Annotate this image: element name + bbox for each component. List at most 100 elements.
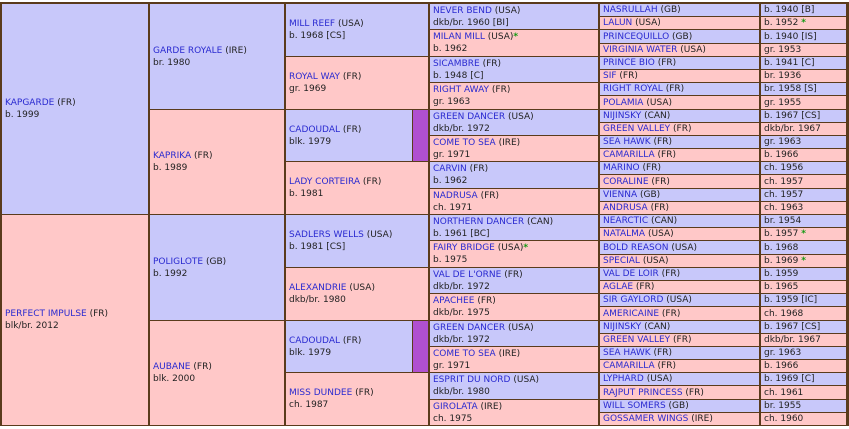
horse-name-line: CAMARILLA (FR) xyxy=(603,149,756,161)
date-cell: br. 1955 xyxy=(761,400,846,412)
horse-cell: SIR GAYLORD (USA) xyxy=(600,294,759,306)
horse-name[interactable]: PRINCEQUILLO xyxy=(603,31,670,42)
date-cell: br. 1954 xyxy=(761,215,846,227)
country: (CAN) xyxy=(526,216,554,227)
horse-name[interactable]: NORTHERN DANCER xyxy=(433,216,525,227)
date-line: b. 1940 [B] xyxy=(764,4,843,16)
horse-info: dkb/br. 1975 xyxy=(433,308,490,318)
horse-name-line: VAL DE L'ORNE (FR) xyxy=(433,269,595,281)
horse-cell: VAL DE LOIR (FR) xyxy=(600,268,759,280)
horse-name[interactable]: NIJINSKY xyxy=(603,322,642,332)
horse-name-line: NASRULLAH (GB) xyxy=(603,4,756,16)
horse-name[interactable]: POLAMIA xyxy=(603,97,644,108)
horse-name[interactable]: PRINCE BIO xyxy=(603,58,655,68)
country: (FR) xyxy=(661,308,681,319)
horse-name-line: ALEXANDRIE (USA) xyxy=(289,282,425,294)
horse-info: b. 1941 [C] xyxy=(764,58,815,68)
horse-name[interactable]: SPECIAL xyxy=(603,256,640,266)
horse-name[interactable]: APACHEE xyxy=(433,296,475,306)
horse-name[interactable]: SIR GAYLORD xyxy=(603,295,664,305)
horse-name[interactable]: SEA HAWK xyxy=(603,137,651,147)
horse-name[interactable]: CAMARILLA xyxy=(603,150,655,160)
horse-name[interactable]: NIJINSKY xyxy=(603,111,642,121)
country: (USA) xyxy=(338,19,364,29)
horse-name[interactable]: MILAN MILL xyxy=(433,32,485,42)
horse-name[interactable]: ROYAL WAY xyxy=(289,72,341,82)
horse-name[interactable]: SEA HAWK xyxy=(603,348,651,358)
horse-name[interactable]: GARDE ROYALE xyxy=(153,45,223,56)
horse-name[interactable]: LALUN xyxy=(603,18,633,28)
horse-name[interactable]: ESPRIT DU NORD xyxy=(433,375,511,385)
horse-info: b. 1992 xyxy=(153,268,188,279)
horse-name-line: POLIGLOTE (GB) xyxy=(153,256,281,268)
horse-name[interactable]: WILL SOMERS xyxy=(603,401,666,411)
horse-name[interactable]: SIF xyxy=(603,71,617,81)
horse-name[interactable]: AUBANE xyxy=(153,362,191,372)
horse-name[interactable]: GREEN VALLEY xyxy=(603,124,671,134)
horse-info: dkb/br. 1972 xyxy=(433,123,490,134)
horse-cell: COME TO SEA (IRE) gr. 1971 xyxy=(430,136,598,161)
horse-name[interactable]: NASRULLAH xyxy=(603,5,658,15)
horse-name[interactable]: CADOUDAL xyxy=(289,124,340,135)
horse-name[interactable]: FAIRY BRIDGE xyxy=(433,243,495,253)
horse-cell: MILL REEF (USA) b. 1968 [CS] xyxy=(286,4,428,56)
horse-name[interactable]: RAJPUT PRINCESS xyxy=(603,387,683,398)
horse-info: b. 1961 [BC] xyxy=(433,228,490,239)
date-cell: ch. 1961 xyxy=(761,386,846,399)
horse-name[interactable]: POLIGLOTE xyxy=(153,256,204,267)
horse-info: b. 1966 xyxy=(764,361,799,371)
country: (GB) xyxy=(660,5,681,15)
horse-name[interactable]: VIENNA xyxy=(603,190,638,200)
horse-name[interactable]: NATALMA xyxy=(603,229,646,239)
horse-name-line: RIGHT ROYAL (FR) xyxy=(603,83,756,95)
horse-name[interactable]: GREEN DANCER xyxy=(433,322,506,333)
horse-name[interactable]: MISS DUNDEE xyxy=(289,388,353,398)
horse-name[interactable]: GREEN DANCER xyxy=(433,111,506,122)
country: (FR) xyxy=(673,124,692,134)
horse-name[interactable]: KAPGARDE xyxy=(5,98,55,108)
horse-cell: FAIRY BRIDGE (USA)* b. 1975 xyxy=(430,241,598,267)
horse-name[interactable]: RIGHT AWAY xyxy=(433,85,490,95)
horse-name[interactable]: CADOUDAL xyxy=(289,335,340,346)
horse-name[interactable]: SICAMBRE xyxy=(433,58,480,69)
horse-name[interactable]: NEARCTIC xyxy=(603,216,649,226)
horse-name[interactable]: ANDRUSA xyxy=(603,203,648,213)
horse-name[interactable]: CORALINE xyxy=(603,176,649,187)
horse-name[interactable]: CARVIN xyxy=(433,164,467,174)
horse-info: dkb/br. 1980 xyxy=(289,295,346,305)
horse-name[interactable]: KAPRIKA xyxy=(153,151,192,161)
horse-name[interactable]: VAL DE LOIR xyxy=(603,269,659,279)
horse-name[interactable]: GIROLATA xyxy=(433,401,478,412)
horse-cell: NADRUSA (FR) ch. 1971 xyxy=(430,189,598,214)
horse-name[interactable]: NEVER BEND xyxy=(433,5,492,16)
horse-info: ch. 1963 xyxy=(764,203,804,213)
horse-cell: ANDRUSA (FR) xyxy=(600,202,759,214)
horse-name[interactable]: LYPHARD xyxy=(603,374,644,384)
horse-info: b. 1975 xyxy=(433,255,468,265)
horse-name[interactable]: PERFECT IMPULSE xyxy=(5,309,87,319)
date-line: br. 1958 [S] xyxy=(764,83,843,95)
horse-name[interactable]: GREEN VALLEY xyxy=(603,335,671,345)
horse-info: gr. 1963 xyxy=(433,97,471,107)
horse-name[interactable]: LADY CORTEIRA xyxy=(289,177,361,187)
horse-name[interactable]: AMERICAINE xyxy=(603,308,660,319)
star: * xyxy=(801,18,806,28)
horse-name[interactable]: VIRGINIA WATER xyxy=(603,45,678,55)
horse-name[interactable]: COME TO SEA xyxy=(433,348,496,359)
horse-cell: SICAMBRE (FR) b. 1948 [C] xyxy=(430,57,598,82)
horse-name[interactable]: MILL REEF xyxy=(289,19,336,29)
horse-name[interactable]: COME TO SEA xyxy=(433,137,496,148)
horse-name[interactable]: GOSSAMER WINGS xyxy=(603,414,689,424)
horse-name[interactable]: NADRUSA xyxy=(433,190,478,201)
horse-name[interactable]: SADLERS WELLS xyxy=(289,230,364,240)
horse-cell: GOSSAMER WINGS (IRE) xyxy=(600,413,759,425)
horse-name[interactable]: VAL DE L'ORNE xyxy=(433,269,502,280)
horse-name[interactable]: CAMARILLA xyxy=(603,361,655,371)
horse-name[interactable]: ALEXANDRIE xyxy=(289,283,347,293)
country: (IRE) xyxy=(225,45,247,56)
country: (USA) xyxy=(513,375,540,385)
horse-name[interactable]: BOLD REASON xyxy=(603,242,669,253)
horse-name[interactable]: RIGHT ROYAL xyxy=(603,84,663,94)
horse-name[interactable]: AGLAE xyxy=(603,282,634,292)
horse-name[interactable]: MARINO xyxy=(603,163,640,173)
